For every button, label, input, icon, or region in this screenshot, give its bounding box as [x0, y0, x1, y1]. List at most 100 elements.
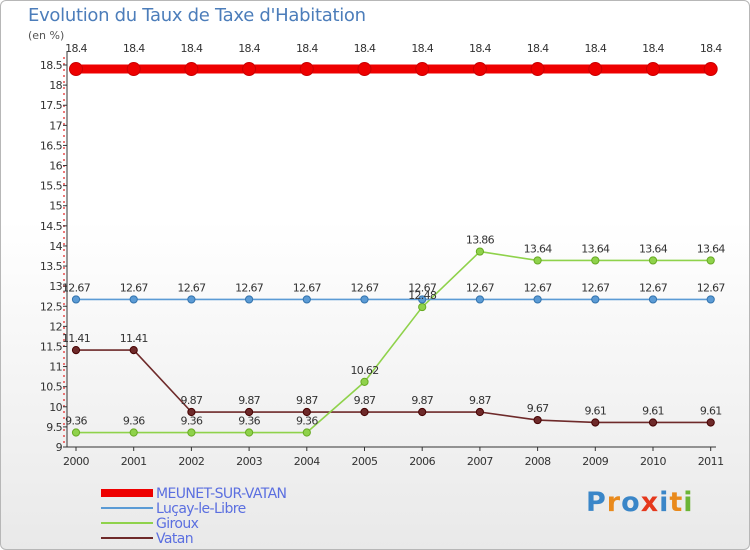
data-point-vatan	[591, 418, 600, 427]
data-label-meunet-sur-vatan: 18.4	[700, 42, 722, 55]
data-point-giroux	[302, 428, 311, 437]
y-tick-label: 18.5	[40, 59, 63, 72]
data-label-meunet-sur-vatan: 18.4	[527, 42, 549, 55]
data-label-lu-ay-le-libre: 12.67	[639, 281, 668, 294]
x-tick-label: 2010	[640, 455, 666, 468]
logo-letter: o	[621, 487, 641, 518]
logo-letter: P	[586, 487, 607, 518]
y-tick-label: 16	[49, 160, 62, 173]
data-point-lu-ay-le-libre	[533, 295, 542, 304]
data-point-meunet-sur-vatan	[472, 62, 487, 77]
y-tick-label: 15.5	[40, 180, 63, 193]
data-label-meunet-sur-vatan: 18.4	[642, 42, 664, 55]
data-point-vatan	[187, 407, 196, 417]
y-tick-label: 11	[49, 361, 62, 374]
data-point-meunet-sur-vatan	[69, 62, 83, 77]
data-point-vatan	[129, 345, 138, 355]
data-label-giroux: 9.36	[65, 415, 87, 428]
data-label-meunet-sur-vatan: 18.4	[181, 42, 203, 55]
x-tick-label: 2011	[698, 455, 724, 468]
chart-title: Evolution du Taux de Taxe d'Habitation	[28, 5, 366, 26]
data-point-meunet-sur-vatan	[703, 62, 718, 77]
data-point-meunet-sur-vatan	[299, 62, 314, 77]
y-tick-label: 18	[49, 79, 62, 92]
data-label-vatan: 11.41	[120, 332, 148, 345]
data-label-giroux: 12.48	[408, 289, 437, 302]
data-label-vatan: 9.67	[527, 402, 549, 415]
data-label-giroux: 13.64	[524, 242, 553, 255]
data-label-vatan: 9.87	[238, 394, 260, 407]
data-label-lu-ay-le-libre: 12.67	[466, 281, 495, 294]
data-point-vatan	[360, 407, 369, 417]
data-label-lu-ay-le-libre: 12.67	[177, 281, 206, 294]
data-point-vatan	[475, 407, 484, 417]
data-label-lu-ay-le-libre: 12.67	[62, 281, 91, 294]
data-point-lu-ay-le-libre	[360, 295, 369, 304]
data-point-lu-ay-le-libre	[706, 295, 715, 304]
data-point-giroux	[591, 256, 600, 265]
data-point-vatan	[706, 418, 715, 427]
y-tick-label: 12.5	[40, 300, 63, 313]
data-label-lu-ay-le-libre: 12.67	[351, 281, 380, 294]
data-label-meunet-sur-vatan: 18.4	[584, 42, 606, 55]
data-label-meunet-sur-vatan: 18.4	[123, 42, 145, 55]
data-point-vatan	[302, 407, 311, 417]
data-point-lu-ay-le-libre	[302, 295, 311, 304]
y-tick-label: 9	[56, 441, 63, 454]
data-point-giroux	[129, 428, 138, 437]
data-point-giroux	[71, 428, 81, 437]
data-label-meunet-sur-vatan: 18.4	[469, 42, 491, 55]
data-label-giroux: 13.64	[697, 242, 726, 255]
x-tick-label: 2008	[525, 455, 551, 468]
data-label-vatan: 9.87	[469, 394, 491, 407]
logo-letter: x	[640, 487, 660, 518]
x-tick-label: 2006	[409, 455, 435, 468]
y-tick-label: 13.5	[40, 260, 63, 273]
data-point-lu-ay-le-libre	[129, 295, 138, 304]
data-label-lu-ay-le-libre: 12.67	[697, 281, 726, 294]
data-point-lu-ay-le-libre	[591, 295, 600, 304]
legend-label-meunet-sur-vatan: MEUNET-SUR-VATAN	[156, 486, 287, 502]
logo-letter: t	[669, 487, 684, 518]
y-tick-label: 12	[49, 320, 62, 333]
data-point-meunet-sur-vatan	[415, 62, 430, 77]
data-point-meunet-sur-vatan	[184, 62, 199, 77]
x-tick-label: 2002	[178, 455, 204, 468]
y-tick-label: 13	[49, 280, 62, 293]
data-point-meunet-sur-vatan	[646, 62, 660, 77]
data-label-vatan: 9.87	[296, 394, 318, 407]
y-tick-label: 15	[49, 200, 62, 213]
data-point-lu-ay-le-libre	[418, 295, 427, 304]
y-tick-label: 10.5	[40, 381, 63, 394]
data-point-giroux	[418, 302, 427, 312]
data-label-giroux: 9.36	[238, 415, 260, 428]
data-label-lu-ay-le-libre: 12.67	[120, 281, 149, 294]
data-label-meunet-sur-vatan: 18.4	[296, 42, 318, 55]
y-tick-label: 17	[49, 119, 62, 132]
data-point-giroux	[360, 377, 369, 386]
legend-label-vatan: Vatan	[156, 531, 193, 547]
data-label-giroux: 13.64	[581, 242, 610, 255]
data-point-lu-ay-le-libre	[187, 295, 196, 304]
data-label-lu-ay-le-libre: 12.67	[581, 281, 610, 294]
logo-letter: i	[683, 487, 694, 518]
data-label-meunet-sur-vatan: 18.4	[65, 42, 87, 55]
data-label-giroux: 13.86	[466, 234, 495, 247]
logo-letter: i	[659, 487, 670, 518]
data-point-lu-ay-le-libre	[648, 295, 658, 304]
data-label-giroux: 9.36	[123, 415, 145, 428]
data-label-vatan: 9.87	[354, 394, 376, 407]
data-label-lu-ay-le-libre: 12.67	[524, 281, 553, 294]
data-point-giroux	[245, 428, 254, 437]
y-tick-label: 11.5	[40, 340, 63, 353]
data-label-vatan: 9.87	[181, 394, 203, 407]
x-tick-label: 2005	[352, 455, 378, 468]
data-point-meunet-sur-vatan	[530, 62, 545, 77]
y-tick-label: 14	[49, 240, 62, 253]
series-line-giroux	[76, 250, 711, 434]
y-tick-label: 9.5	[46, 421, 62, 434]
data-point-vatan	[71, 345, 81, 355]
y-tick-label: 17.5	[40, 99, 63, 112]
data-label-lu-ay-le-libre: 12.67	[293, 281, 322, 294]
